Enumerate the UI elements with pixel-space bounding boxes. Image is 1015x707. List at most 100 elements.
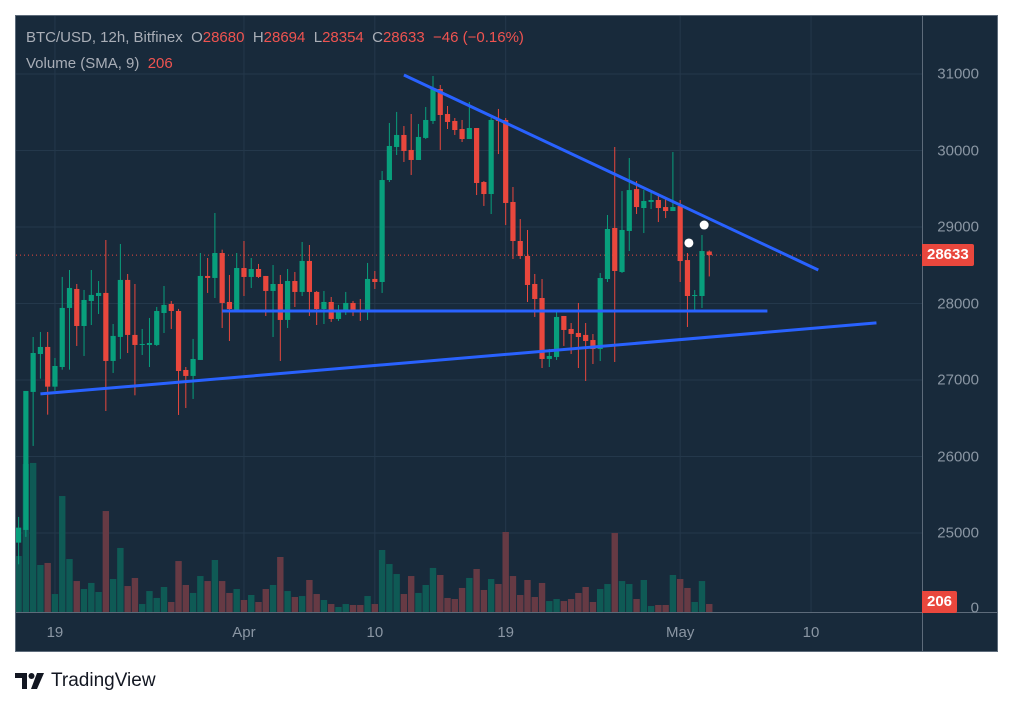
chart-container[interactable]: BTC/USD, 12h, Bitfinex O28680 H28694 L28… bbox=[15, 15, 998, 652]
volume-bar bbox=[109, 579, 117, 612]
tradingview-logo-icon bbox=[15, 673, 44, 689]
candle bbox=[372, 270, 378, 289]
price-axis-label: 29000 bbox=[937, 218, 979, 236]
candle bbox=[459, 119, 465, 143]
volume-bar bbox=[640, 579, 648, 612]
candle bbox=[263, 275, 269, 316]
volume-bar bbox=[669, 574, 677, 612]
volume-bar bbox=[495, 584, 502, 612]
candle-body bbox=[655, 199, 661, 209]
volume-bar bbox=[218, 581, 226, 612]
symbol-title[interactable]: BTC/USD, 12h, Bitfinex bbox=[26, 29, 183, 46]
candle bbox=[692, 290, 698, 311]
candle bbox=[510, 186, 516, 259]
candle bbox=[219, 249, 225, 328]
candle bbox=[45, 331, 51, 415]
time-axis-label: 19 bbox=[497, 624, 515, 641]
candle bbox=[641, 190, 647, 234]
candle-body bbox=[154, 310, 160, 345]
candle bbox=[37, 331, 44, 379]
volume-bar bbox=[684, 587, 691, 612]
drawing-handle[interactable] bbox=[684, 238, 694, 248]
candle-body bbox=[241, 268, 247, 277]
volume-bar bbox=[611, 532, 618, 612]
candle bbox=[292, 271, 298, 308]
candle bbox=[117, 243, 123, 359]
ascending-trendline[interactable] bbox=[40, 321, 877, 396]
candle bbox=[59, 276, 65, 370]
candle bbox=[466, 101, 472, 140]
candle bbox=[648, 191, 654, 210]
candle-body bbox=[197, 275, 203, 360]
volume-bar bbox=[240, 599, 248, 612]
candle bbox=[52, 357, 58, 391]
candle-body bbox=[350, 302, 356, 312]
candle-body bbox=[524, 255, 531, 285]
candle-body bbox=[590, 339, 596, 350]
candle bbox=[539, 279, 545, 368]
volume-indicator-title[interactable]: Volume (SMA, 9) bbox=[26, 55, 140, 72]
volume-bar bbox=[538, 582, 546, 612]
drawing-handle[interactable] bbox=[699, 220, 709, 230]
candle-body bbox=[205, 275, 211, 278]
low-value: 28354 bbox=[322, 29, 364, 46]
candle-body bbox=[263, 275, 269, 291]
candle-body bbox=[234, 268, 240, 311]
candle-body bbox=[183, 369, 189, 376]
candle bbox=[321, 290, 327, 325]
candle bbox=[474, 128, 480, 196]
candle bbox=[103, 240, 109, 411]
candle-body bbox=[699, 251, 705, 297]
candle bbox=[255, 263, 262, 278]
volume-bar bbox=[429, 567, 437, 612]
time-axis-label: 19 bbox=[46, 624, 64, 641]
candle bbox=[553, 311, 560, 360]
price-chart-pane[interactable] bbox=[16, 16, 997, 651]
candle-body bbox=[248, 268, 254, 277]
volume-legend: Volume (SMA, 9) 206 bbox=[26, 55, 173, 72]
volume-bar bbox=[226, 592, 233, 612]
volume-bar bbox=[153, 597, 160, 612]
candle-body bbox=[583, 334, 589, 341]
candle-body bbox=[364, 278, 371, 312]
time-axis-label: May bbox=[665, 624, 695, 641]
volume-bar bbox=[582, 587, 589, 612]
candle bbox=[175, 308, 182, 415]
candle-body bbox=[117, 279, 123, 337]
volume-bar bbox=[393, 574, 400, 612]
candle bbox=[139, 328, 145, 355]
candle bbox=[394, 111, 400, 156]
candle-body bbox=[437, 88, 443, 116]
tradingview-logo[interactable]: TradingView bbox=[15, 670, 156, 692]
volume-bar bbox=[357, 604, 364, 612]
candle bbox=[306, 244, 312, 316]
candle bbox=[517, 219, 523, 259]
candle bbox=[110, 324, 116, 373]
candle bbox=[197, 253, 203, 360]
candle bbox=[561, 315, 567, 346]
candle bbox=[626, 157, 632, 252]
volume-bar bbox=[138, 604, 146, 612]
candle bbox=[503, 117, 509, 226]
volume-bar bbox=[124, 586, 131, 612]
candle bbox=[241, 240, 247, 297]
candle bbox=[161, 285, 167, 333]
volume-bar bbox=[618, 581, 626, 612]
descending-trendline[interactable] bbox=[403, 73, 819, 272]
volume-bar bbox=[160, 587, 168, 612]
volume-bar bbox=[422, 584, 429, 612]
candle bbox=[575, 302, 581, 368]
volume-bar bbox=[553, 599, 560, 612]
candle-body bbox=[677, 206, 683, 262]
candle-body bbox=[175, 310, 182, 371]
volume-bar bbox=[415, 592, 422, 612]
candle bbox=[74, 283, 80, 346]
candle bbox=[212, 213, 218, 298]
volume-bar bbox=[662, 604, 669, 612]
candle bbox=[328, 296, 334, 322]
candle-body bbox=[706, 251, 712, 256]
candle bbox=[270, 265, 276, 338]
candle-body bbox=[379, 180, 385, 283]
candle-body bbox=[45, 346, 51, 387]
candle-body bbox=[641, 200, 647, 209]
